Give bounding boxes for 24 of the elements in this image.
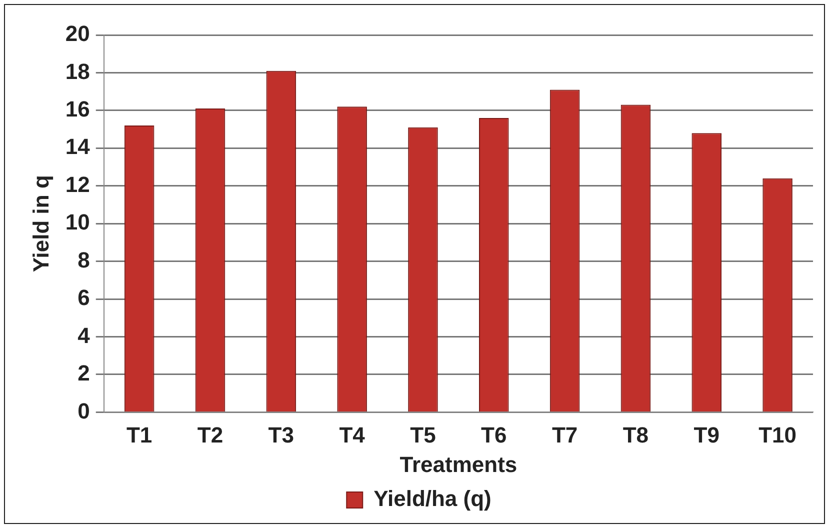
y-tick-label: 0: [78, 398, 90, 424]
y-tick-label: 2: [78, 360, 90, 386]
y-tick-label: 12: [65, 172, 90, 197]
legend-label: Yield/ha (q): [374, 486, 492, 512]
x-axis-title: Treatments: [400, 452, 518, 477]
x-tick-label: T8: [622, 422, 649, 448]
y-tick-label: 6: [78, 285, 90, 310]
x-tick-label: T10: [758, 422, 797, 448]
x-tick-label: T6: [481, 422, 507, 448]
x-tick-label: T4: [339, 422, 366, 448]
x-tick-label: T3: [268, 422, 294, 448]
y-tick-label: 20: [65, 21, 90, 46]
x-tick-label: T7: [552, 422, 578, 448]
x-tick-label: T2: [197, 422, 224, 448]
y-tick-label: 16: [65, 96, 90, 122]
x-tick-label: T1: [126, 422, 152, 448]
y-tick-label: 4: [78, 322, 91, 348]
y-axis-title: Yield in q: [28, 175, 54, 272]
y-tick-label: 10: [65, 210, 90, 235]
x-tick-label: T9: [694, 422, 720, 448]
x-tick-label: T5: [410, 422, 436, 448]
y-tick-label: 14: [65, 134, 91, 160]
y-tick-label: 18: [65, 58, 90, 84]
y-tick-label: 8: [78, 247, 90, 272]
